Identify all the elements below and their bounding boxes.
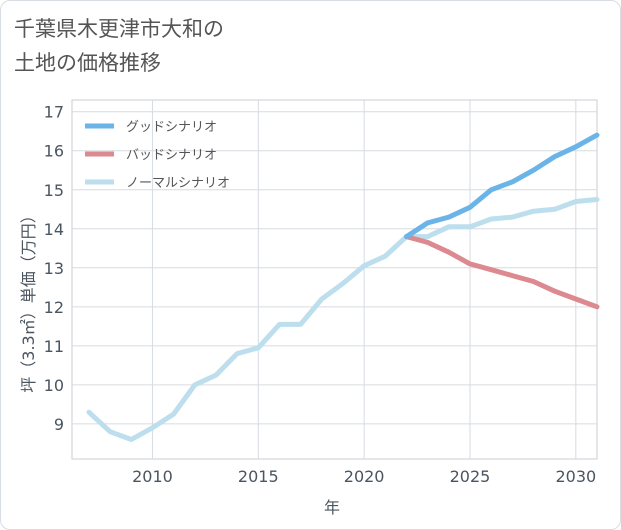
title-line-2: 土地の価格推移 (14, 51, 161, 75)
legend: グッドシナリオ バッドシナリオ ノーマルシナリオ (85, 120, 230, 191)
legend-label-normal: ノーマルシナリオ (126, 176, 230, 191)
chart-title: 千葉県木更津市大和の 土地の価格推移 (14, 12, 224, 80)
x-tick-label: 2030 (555, 467, 596, 486)
legend-label-bad: バッドシナリオ (126, 148, 217, 163)
y-tick-label: 14 (44, 220, 64, 239)
series-line-good (404, 132, 600, 240)
tick-labels: 9 10 11 12 13 14 15 16 17 2010 2015 2020 2025 2030 (44, 103, 597, 486)
series-line-normal (86, 197, 600, 442)
series-layer (86, 132, 600, 442)
x-tick-label: 2025 (450, 467, 491, 486)
y-tick-label: 9 (54, 415, 64, 434)
x-axis-label: 年 (324, 498, 340, 517)
grid (72, 100, 597, 459)
y-tick-label: 12 (44, 298, 64, 317)
y-tick-label: 11 (44, 337, 64, 356)
title-line-1: 千葉県木更津市大和の (14, 17, 224, 41)
x-tick-label: 2010 (132, 467, 173, 486)
plot-area (71, 99, 598, 460)
series-line-bad (404, 234, 600, 310)
y-tick-label: 15 (44, 181, 64, 200)
x-tick-label: 2015 (238, 467, 279, 486)
y-tick-label: 17 (44, 103, 64, 122)
y-axis-label: 坪（3.3㎡）単価（万円） (19, 207, 38, 392)
x-tick-label: 2020 (344, 467, 385, 486)
y-tick-label: 13 (44, 259, 64, 278)
legend-label-good: グッドシナリオ (126, 120, 217, 135)
y-tick-label: 10 (44, 376, 64, 395)
y-tick-label: 16 (44, 142, 64, 161)
